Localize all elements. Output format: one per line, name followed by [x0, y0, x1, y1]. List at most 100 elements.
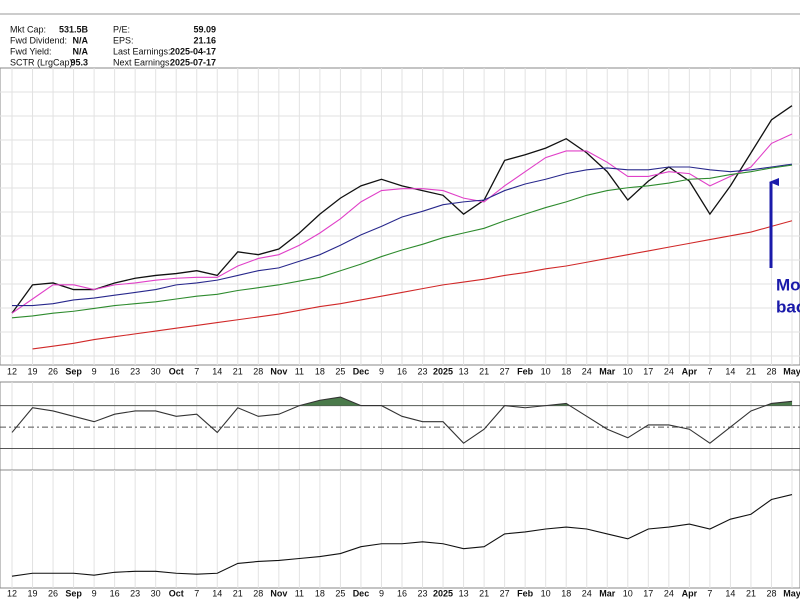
x-tick-label: 28	[766, 366, 776, 376]
x-tick-label: 24	[582, 588, 592, 598]
x-tick-label: 26	[48, 588, 58, 598]
x-tick-label: 14	[725, 366, 735, 376]
series-line	[11, 164, 793, 319]
x-tick-label: 27	[500, 588, 510, 598]
x-tick-label: 18	[315, 366, 325, 376]
info-label: Next Earnings:	[113, 57, 172, 67]
x-tick-label: Feb	[517, 366, 534, 376]
panel	[0, 469, 800, 589]
x-tick-label: May	[783, 588, 800, 598]
x-tick-label: 7	[194, 366, 199, 376]
x-tick-label: 7	[707, 366, 712, 376]
x-tick-label: Sep	[65, 588, 82, 598]
x-tick-label: Apr	[682, 588, 698, 598]
x-tick-label: May	[783, 366, 800, 376]
x-tick-label: 25	[335, 366, 345, 376]
x-tick-label: 13	[459, 588, 469, 598]
x-tick-label: 19	[28, 366, 38, 376]
info-value: 2025-07-17	[170, 57, 216, 67]
x-tick-label: 23	[130, 366, 140, 376]
x-tick-label: 21	[479, 588, 489, 598]
info-value: N/A	[73, 35, 89, 45]
series-line	[11, 494, 793, 577]
series-line	[12, 163, 793, 307]
panel-frame	[0, 469, 800, 589]
x-tick-label: Dec	[353, 366, 370, 376]
x-tick-label: 7	[707, 588, 712, 598]
x-tick-label: Dec	[353, 588, 370, 598]
info-value: 95.3	[70, 57, 88, 67]
x-tick-label: Nov	[270, 588, 287, 598]
annotation: bac	[776, 297, 800, 316]
series-line	[11, 133, 793, 314]
info-value: N/A	[73, 46, 89, 56]
x-tick-label: 23	[418, 588, 428, 598]
info-label: Mkt Cap:	[10, 24, 46, 34]
x-tick-label: 2025	[433, 366, 453, 376]
x-tick-label: Oct	[169, 588, 184, 598]
info-label: SCTR (LrgCap):	[10, 57, 75, 67]
info-label: P/E:	[113, 24, 130, 34]
x-tick-label: Mar	[599, 366, 616, 376]
x-tick-label: 12	[7, 588, 17, 598]
x-tick-label: 16	[397, 588, 407, 598]
x-tick-label: 30	[151, 366, 161, 376]
x-tick-label: 11	[295, 588, 304, 598]
x-tick-label: 16	[397, 366, 407, 376]
x-tick-label: 21	[746, 588, 756, 598]
x-tick-label: 16	[110, 588, 120, 598]
x-tick-label: Mar	[599, 588, 616, 598]
x-tick-label: 23	[130, 588, 140, 598]
annotation: Mo	[776, 275, 800, 294]
x-tick-label: 2025	[433, 588, 453, 598]
info-value: 21.16	[193, 35, 216, 45]
series-line	[11, 396, 793, 444]
x-tick-label: 28	[766, 588, 776, 598]
x-tick-label: Nov	[270, 366, 287, 376]
x-tick-label: 24	[582, 366, 592, 376]
x-tick-label: 10	[541, 366, 551, 376]
x-tick-label: 9	[92, 588, 97, 598]
x-tick-label: 28	[253, 366, 263, 376]
info-value: 59.09	[193, 24, 216, 34]
x-tick-label: 13	[459, 366, 469, 376]
x-tick-label: 9	[92, 366, 97, 376]
x-tick-label: 24	[664, 588, 674, 598]
x-tick-label: 27	[500, 366, 510, 376]
x-tick-label: 17	[643, 366, 653, 376]
x-tick-label: 23	[418, 366, 428, 376]
x-tick-label: 14	[725, 588, 735, 598]
x-tick-label: 28	[253, 588, 263, 598]
x-tick-label: 21	[233, 366, 243, 376]
panel	[0, 67, 800, 366]
x-tick-label: 10	[623, 588, 633, 598]
x-tick-label: 18	[561, 588, 571, 598]
x-tick-label: Oct	[169, 366, 184, 376]
x-tick-label: 11	[295, 366, 304, 376]
x-tick-label: 10	[541, 588, 551, 598]
x-tick-label: 26	[48, 366, 58, 376]
price-line	[11, 105, 793, 314]
x-tick-label: Apr	[682, 366, 698, 376]
x-tick-label: Feb	[517, 588, 534, 598]
info-label: Fwd Dividend:	[10, 35, 67, 45]
x-tick-label: 9	[379, 588, 384, 598]
x-tick-label: 10	[623, 366, 633, 376]
info-value: 531.5B	[59, 24, 89, 34]
x-tick-label: 17	[643, 588, 653, 598]
panel	[0, 381, 800, 471]
x-tick-label: 30	[151, 588, 161, 598]
panel-frame	[0, 381, 800, 471]
x-tick-label: Sep	[65, 366, 82, 376]
x-tick-label: 14	[212, 588, 222, 598]
info-value: 2025-04-17	[170, 46, 216, 56]
x-tick-label: 16	[110, 366, 120, 376]
x-tick-label: 24	[664, 366, 674, 376]
x-tick-label: 14	[212, 366, 222, 376]
info-label: Fwd Yield:	[10, 46, 52, 56]
x-tick-label: 25	[335, 588, 345, 598]
series-line	[32, 220, 793, 350]
x-tick-label: 7	[194, 588, 199, 598]
